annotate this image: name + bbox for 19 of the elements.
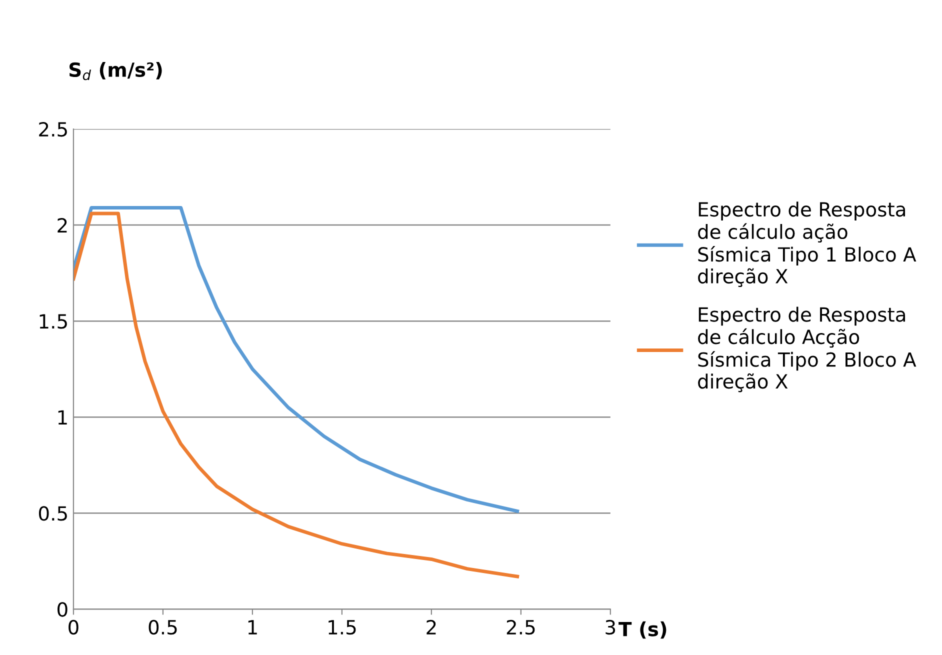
- legend-label: Espectro de Resposta de cálculo ação Sísmica Tipo 1 Bloco A direção X: [698, 202, 916, 288]
- x-axis-title: T (s): [618, 621, 666, 639]
- x-tick-label: 3: [606, 620, 616, 635]
- line-series: [73, 212, 520, 578]
- y-tick-label: 2: [58, 218, 67, 232]
- x-tick-label: 0.5: [148, 620, 177, 635]
- y-tick-label: 1: [58, 410, 67, 424]
- x-tick-label: 0: [68, 620, 78, 635]
- x-tick-label: 2: [426, 620, 436, 634]
- x-tick-label: 1.5: [328, 620, 356, 635]
- y-tick-label: 1.5: [40, 314, 67, 329]
- x-tick-label: 2.5: [506, 620, 535, 635]
- y-axis-title: S$_{d}$ (m/s²): [70, 62, 162, 80]
- y-tick-label: 0: [58, 602, 68, 617]
- line-series: [73, 206, 520, 513]
- y-tick-label: 2.5: [39, 122, 67, 137]
- legend-label: Espectro de Resposta de cálculo Acção Sísmica Tipo 2 Bloco A direção X: [698, 306, 916, 392]
- y-tick-label: 0.5: [38, 506, 67, 521]
- x-tick-label: 1: [248, 620, 257, 634]
